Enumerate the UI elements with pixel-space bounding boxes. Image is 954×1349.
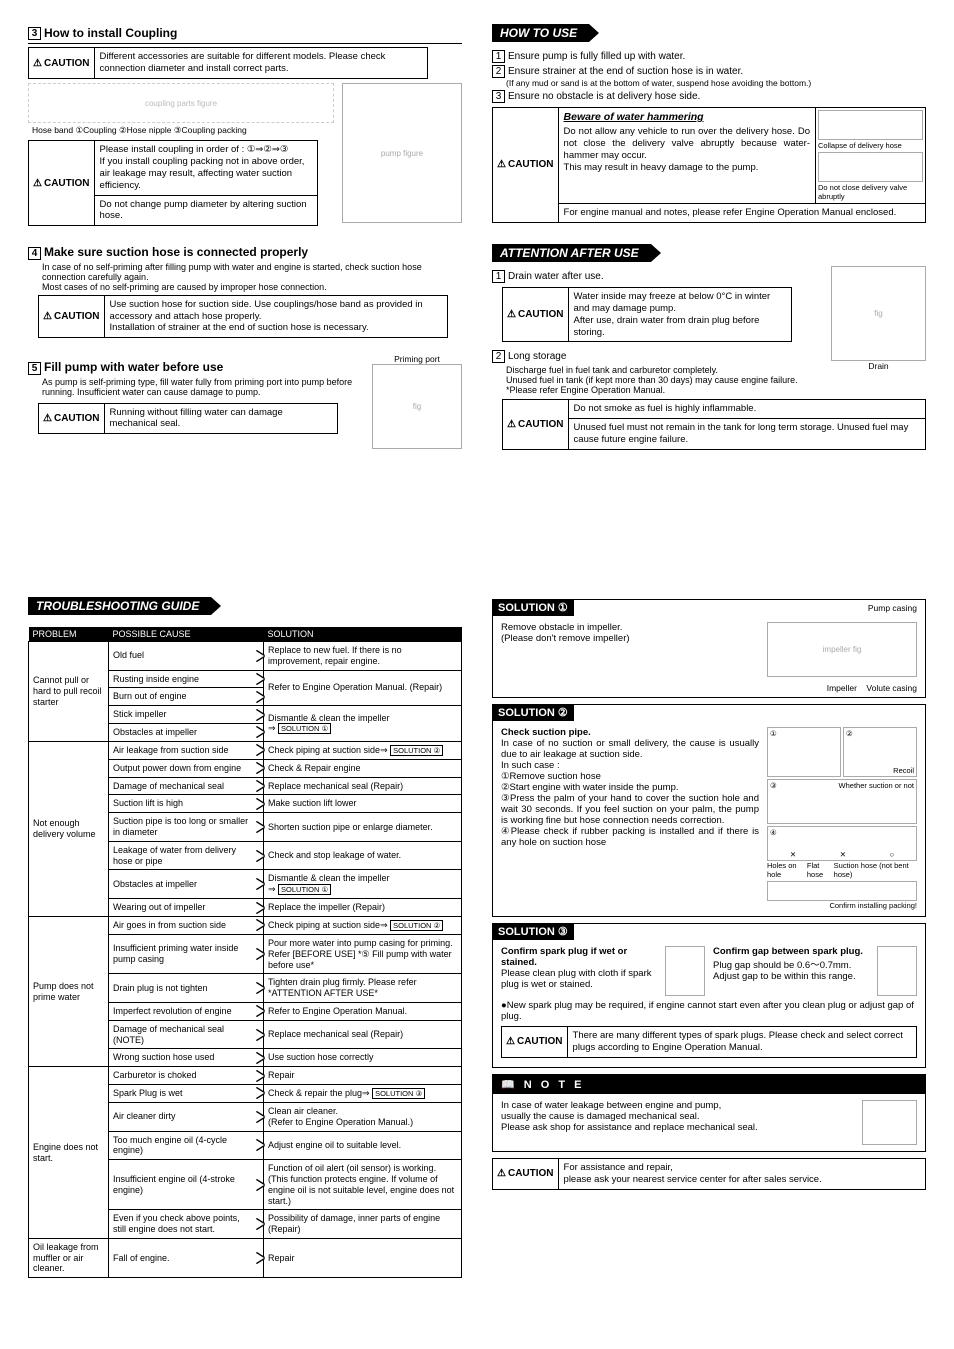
collapse-hose-fig [818,110,923,140]
caution-sol3: ⚠CAUTION There are many different types … [501,1026,917,1058]
table-row: Oil leakage from muffler or air cleaner.… [29,1238,462,1277]
sol3-fig-r [877,946,917,996]
caution-hammer: ⚠CAUTION Beware of water hammering Do no… [492,107,926,223]
sol2-fig-1: ① [767,727,841,777]
caution-s5: ⚠CAUTION Running without filling water c… [38,403,338,435]
valve-fig [818,152,923,182]
how-to-use-header: HOW TO USE [492,24,589,42]
s5-body: As pump is self-priming type, fill water… [28,377,364,397]
note-fig [862,1100,917,1145]
howto-3: 3Ensure no obstacle is at delivery hose … [492,90,926,103]
after-use-header: ATTENTION AFTER USE [492,244,651,262]
after-1: 1Drain water after use. [492,270,823,283]
coupling-fig-labels: Hose band ①Coupling ②Hose nipple ③Coupli… [32,125,334,136]
priming-port-fig: fig [372,364,462,449]
sol2-fig-2: ②Recoil [843,727,917,777]
troubleshooting-table: PROBLEM POSSIBLE CAUSE SOLUTION Cannot p… [28,627,462,1278]
howto-2: 2Ensure strainer at the end of suction h… [492,65,926,78]
table-row: Not enough delivery volumeAir leakage fr… [29,741,462,759]
priming-port-label: Priming port [372,354,462,364]
th-problem: PROBLEM [29,627,109,642]
howto-2-sub: (If any mud or sand is at the bottom of … [492,78,926,88]
caution-after-2: ⚠CAUTION Do not smoke as fuel is highly … [502,399,926,450]
table-row: Engine does not start.Carburetor is chok… [29,1067,462,1085]
caution-s3-1: ⚠CAUTION Different accessories are suita… [28,47,428,79]
sol3-fig-l [665,946,705,996]
sol1-fig: impeller fig [767,622,917,677]
coupling-fig: coupling parts figure [28,83,334,123]
solution-3-box: SOLUTION ③ Confirm spark plug if wet or … [492,923,926,1068]
troubleshooting-header: TROUBLESHOOTING GUIDE [28,597,211,615]
sol2-fig-3: ③Whether suction or not [767,779,917,824]
s4-body: In case of no self-priming after filling… [28,262,462,292]
th-cause: POSSIBLE CAUSE [109,627,264,642]
th-solution: SOLUTION [264,627,462,642]
section-3-title: 3How to install Coupling [28,26,462,40]
solution-2-box: SOLUTION ② Check suction pipe. In case o… [492,704,926,917]
sol2-fig-4: ④ ✕✕○ [767,826,917,861]
table-row: Pump does not prime waterAir goes in fro… [29,916,462,934]
collapse-hose-label: Collapse of delivery hose [818,141,923,150]
after-2-body: Discharge fuel in fuel tank and carburet… [492,365,823,395]
drain-label: Drain [831,361,926,371]
section-4-title: 4Make sure suction hose is connected pro… [28,245,462,259]
caution-final: ⚠CAUTION For assistance and repair, plea… [492,1158,926,1190]
drain-fig: fig [831,266,926,361]
solution-1-box: SOLUTION ① Pump casing Remove obstacle i… [492,599,926,698]
note-box: 📖 N O T E In case of water leakage betwe… [492,1074,926,1152]
caution-after-1: ⚠CAUTION Water inside may freeze at belo… [502,287,792,343]
valve-label: Do not close delivery valve abruptly [818,183,923,201]
howto-1: 1Ensure pump is fully filled up with wat… [492,50,926,63]
section-5-title: 5Fill pump with water before use [28,360,364,374]
caution-s4: ⚠CAUTION Use suction hose for suction si… [38,295,448,339]
pump-assembly-fig: pump figure [342,83,462,223]
caution-s3-2: ⚠CAUTION Please install coupling in orde… [28,140,318,226]
after-2: 2Long storage [492,350,823,363]
table-row: Cannot pull or hard to pull recoil start… [29,642,462,671]
sol2-fig-5 [767,881,917,901]
